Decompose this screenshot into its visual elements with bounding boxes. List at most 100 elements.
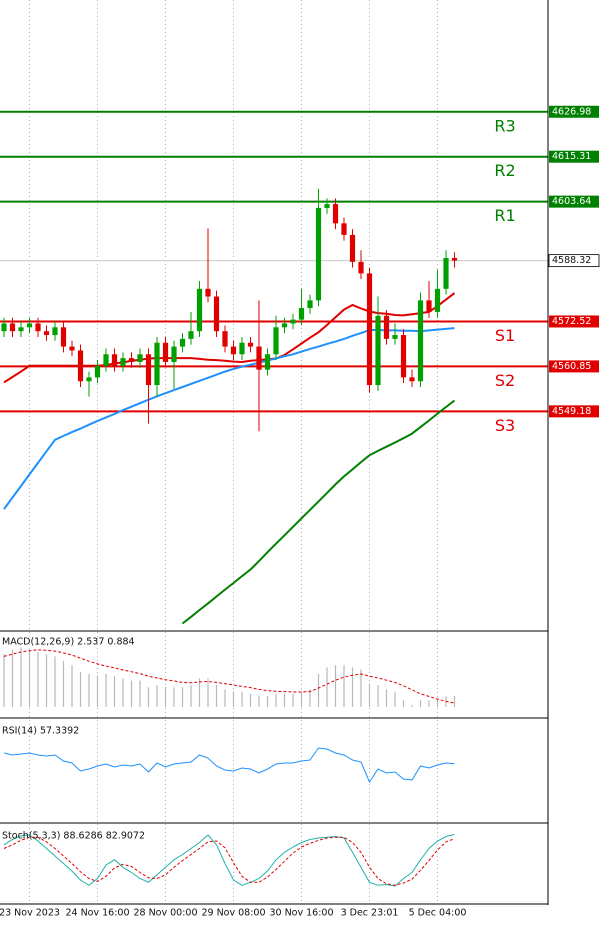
macd-bar <box>411 704 413 707</box>
frame-layer <box>0 0 549 905</box>
candle-body <box>383 315 390 339</box>
macd-bar <box>11 649 14 707</box>
macd-bar <box>385 689 388 707</box>
oscillator-line <box>3 747 455 784</box>
candle-body <box>26 323 33 328</box>
macd-bar <box>394 691 396 707</box>
macd-bar <box>28 649 31 707</box>
candle-body <box>196 288 203 332</box>
candle-body <box>307 300 313 309</box>
candle-body <box>52 327 58 336</box>
macd-bar <box>266 695 269 707</box>
level-name: R1 <box>494 206 515 225</box>
level-price-box <box>549 105 599 118</box>
macd-bar <box>164 687 167 707</box>
macd-bar <box>96 676 99 707</box>
candle-body <box>137 354 143 362</box>
x-tick-label: 5 Dec 04:00 <box>409 908 467 919</box>
macd-bar <box>105 674 107 707</box>
candle-body <box>154 342 160 386</box>
candle-body <box>451 258 458 261</box>
candle-body <box>375 315 381 386</box>
last-price-box <box>548 254 600 268</box>
level-name: R3 <box>494 116 515 135</box>
candle-body <box>162 342 169 362</box>
macd-bar <box>402 700 405 707</box>
macd-bar <box>190 684 192 707</box>
candle-body <box>392 335 398 339</box>
macd-bar <box>368 684 371 707</box>
candle-body <box>94 365 101 378</box>
macd-bar <box>224 689 226 707</box>
candle-body <box>290 319 296 324</box>
x-tick-label: 28 Nov 00:00 <box>133 908 197 919</box>
macd-bar <box>334 665 337 707</box>
panel-title: MACD(12,26,9) 2.537 0.884 <box>2 637 135 648</box>
macd-bar <box>275 693 277 707</box>
macd-bar <box>292 693 294 707</box>
macd-bar <box>62 660 65 707</box>
level-price: 4560.85 <box>552 361 591 372</box>
macd-bar <box>283 693 286 707</box>
level-price: 4626.98 <box>552 106 591 117</box>
level-price-box <box>549 150 599 163</box>
level-name: S3 <box>495 416 515 435</box>
mark-layer <box>0 110 548 887</box>
candle-body <box>18 327 24 332</box>
candle-body <box>409 377 415 382</box>
macd-bar <box>215 684 218 707</box>
macd-bar <box>300 691 303 707</box>
macd-bar <box>3 654 5 707</box>
x-tick-label: 23 Nov 2023 <box>0 908 60 919</box>
macd-bar <box>207 678 209 707</box>
macd-bar <box>54 656 56 707</box>
candle-body <box>222 331 228 347</box>
candle-body <box>77 350 84 382</box>
macd-bar <box>113 676 116 707</box>
macd-bar <box>20 647 22 707</box>
panel-title: RSI(14) 57.3392 <box>2 726 79 737</box>
candle-body <box>60 327 67 347</box>
candle-body <box>213 296 220 332</box>
candle-body <box>417 300 424 382</box>
macd-bar <box>88 674 90 707</box>
candle-body <box>324 204 330 208</box>
macd-bar <box>156 684 158 707</box>
grid-layer <box>29 0 438 904</box>
macd-bar <box>130 680 133 707</box>
level-price-box <box>549 195 599 208</box>
macd-bar <box>241 691 243 707</box>
macd-bar <box>351 667 354 707</box>
x-tick-label: 24 Nov 16:00 <box>65 908 129 919</box>
level-name: R2 <box>494 161 515 180</box>
level-price: 4603.64 <box>552 196 591 207</box>
macd-bar <box>258 695 260 707</box>
macd-signal <box>3 649 455 704</box>
macd-bar <box>453 695 456 707</box>
candle-body <box>332 204 339 224</box>
macd-bar <box>436 699 439 707</box>
macd-bar <box>79 671 82 707</box>
candle-body <box>145 354 152 386</box>
level-name: S1 <box>495 326 515 345</box>
candle-body <box>298 308 305 320</box>
oscillator-line <box>3 836 455 886</box>
candle-body <box>1 323 7 332</box>
candle-body <box>256 346 262 370</box>
candle-body <box>315 207 322 301</box>
macd-bar <box>249 693 252 707</box>
macd-bar <box>139 680 141 707</box>
level-price-box <box>549 315 599 328</box>
level-price-box <box>549 405 599 418</box>
macd-bar <box>309 689 311 707</box>
candle-body <box>230 346 237 355</box>
macd-bar <box>326 667 328 707</box>
macd-bar <box>122 678 124 707</box>
macd-bar <box>198 678 201 707</box>
candle-body <box>69 346 75 351</box>
candle-body <box>128 358 135 362</box>
macd-bar <box>343 665 345 707</box>
candle-body <box>86 377 92 382</box>
